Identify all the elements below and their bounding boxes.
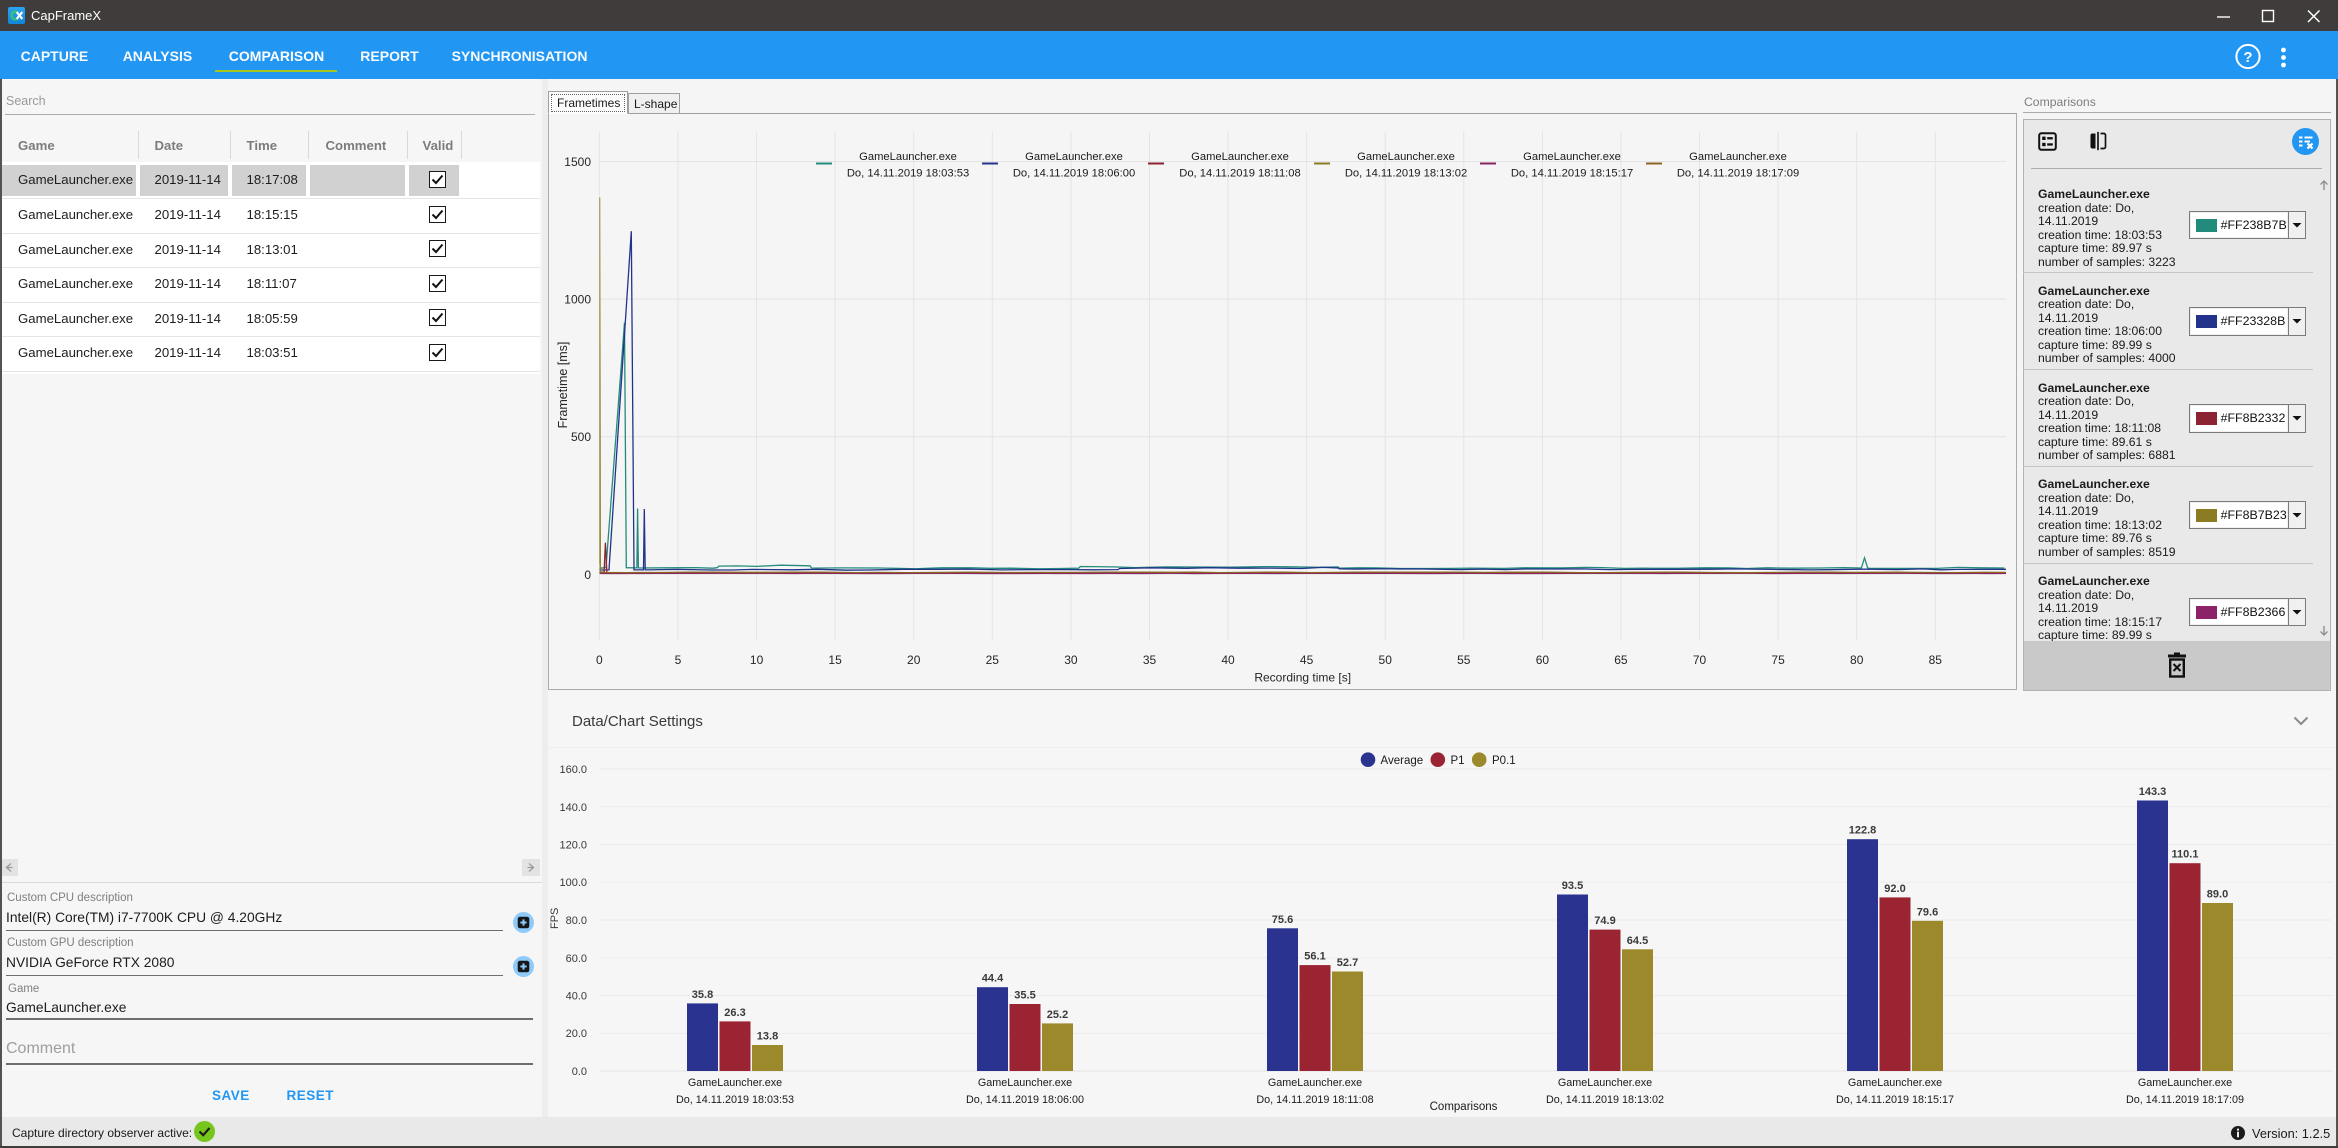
svg-text:79.6: 79.6 — [1917, 906, 1938, 918]
svg-text:70: 70 — [1693, 653, 1707, 667]
svg-text:122.8: 122.8 — [1849, 825, 1877, 837]
svg-text:P0.1: P0.1 — [1492, 755, 1516, 767]
svg-text:Do, 14.11.2019 18:15:17: Do, 14.11.2019 18:15:17 — [1836, 1094, 1954, 1106]
svg-text:Do, 14.11.2019 18:13:02: Do, 14.11.2019 18:13:02 — [1546, 1094, 1664, 1106]
svg-text:93.5: 93.5 — [1562, 880, 1583, 892]
svg-text:GameLauncher.exe: GameLauncher.exe — [1689, 151, 1787, 163]
svg-text:60: 60 — [1536, 653, 1550, 667]
svg-text:Do, 14.11.2019 18:15:17: Do, 14.11.2019 18:15:17 — [1511, 168, 1633, 180]
svg-text:25: 25 — [986, 653, 1000, 667]
svg-text:5: 5 — [675, 653, 682, 667]
svg-text:Recording time [s]: Recording time [s] — [1254, 671, 1351, 685]
svg-text:35.8: 35.8 — [692, 989, 713, 1001]
svg-text:15: 15 — [828, 653, 842, 667]
svg-text:110.1: 110.1 — [2172, 849, 2199, 861]
svg-text:64.5: 64.5 — [1627, 935, 1648, 947]
svg-text:80.0: 80.0 — [566, 915, 587, 927]
svg-text:92.0: 92.0 — [1884, 883, 1905, 895]
svg-text:10: 10 — [750, 653, 764, 667]
svg-text:75: 75 — [1771, 653, 1785, 667]
svg-text:Comparisons: Comparisons — [1430, 1101, 1498, 1113]
svg-text:GameLauncher.exe: GameLauncher.exe — [1523, 151, 1621, 163]
svg-text:140.0: 140.0 — [559, 802, 587, 814]
svg-text:56.1: 56.1 — [1304, 951, 1325, 963]
svg-text:P1: P1 — [1451, 755, 1465, 767]
svg-text:Do, 14.11.2019 18:13:02: Do, 14.11.2019 18:13:02 — [1345, 168, 1467, 180]
svg-text:40: 40 — [1221, 653, 1235, 667]
svg-text:100.0: 100.0 — [559, 877, 587, 889]
svg-text:GameLauncher.exe: GameLauncher.exe — [688, 1077, 782, 1089]
svg-text:Do, 14.11.2019 18:03:53: Do, 14.11.2019 18:03:53 — [847, 168, 969, 180]
svg-text:GameLauncher.exe: GameLauncher.exe — [1268, 1077, 1362, 1089]
svg-text:Do, 14.11.2019 18:11:08: Do, 14.11.2019 18:11:08 — [1256, 1094, 1373, 1106]
svg-text:GameLauncher.exe: GameLauncher.exe — [1357, 151, 1455, 163]
svg-text:55: 55 — [1457, 653, 1471, 667]
svg-text:GameLauncher.exe: GameLauncher.exe — [978, 1077, 1072, 1089]
svg-text:25.2: 25.2 — [1047, 1009, 1068, 1021]
svg-text:Average: Average — [1381, 755, 1424, 767]
svg-text:GameLauncher.exe: GameLauncher.exe — [1025, 151, 1123, 163]
svg-text:500: 500 — [571, 430, 591, 444]
svg-text:Do, 14.11.2019 18:17:09: Do, 14.11.2019 18:17:09 — [1677, 168, 1799, 180]
svg-text:35: 35 — [1143, 653, 1157, 667]
svg-text:30: 30 — [1064, 653, 1078, 667]
svg-text:60.0: 60.0 — [566, 953, 587, 965]
svg-text:74.9: 74.9 — [1594, 915, 1615, 927]
svg-text:Do, 14.11.2019 18:17:09: Do, 14.11.2019 18:17:09 — [2126, 1094, 2244, 1106]
svg-text:GameLauncher.exe: GameLauncher.exe — [859, 151, 957, 163]
svg-text:50: 50 — [1379, 653, 1393, 667]
svg-text:35.5: 35.5 — [1014, 990, 1035, 1002]
svg-text:26.3: 26.3 — [724, 1007, 745, 1019]
svg-text:44.4: 44.4 — [982, 973, 1004, 985]
svg-text:120.0: 120.0 — [559, 840, 587, 852]
svg-text:80: 80 — [1850, 653, 1864, 667]
svg-text:45: 45 — [1300, 653, 1314, 667]
svg-text:0.0: 0.0 — [572, 1066, 587, 1078]
svg-text:0: 0 — [584, 568, 591, 582]
svg-text:20: 20 — [907, 653, 921, 667]
svg-text:75.6: 75.6 — [1272, 914, 1293, 926]
svg-text:160.0: 160.0 — [559, 764, 587, 776]
svg-text:Do, 14.11.2019 18:03:53: Do, 14.11.2019 18:03:53 — [676, 1094, 794, 1106]
svg-text:89.0: 89.0 — [2207, 889, 2228, 901]
svg-text:40.0: 40.0 — [566, 991, 587, 1003]
svg-text:1500: 1500 — [564, 155, 591, 169]
svg-text:52.7: 52.7 — [1337, 957, 1358, 969]
svg-text:143.3: 143.3 — [2139, 786, 2167, 798]
svg-text:13.8: 13.8 — [757, 1031, 778, 1043]
svg-text:20.0: 20.0 — [566, 1028, 587, 1040]
svg-text:Do, 14.11.2019 18:06:00: Do, 14.11.2019 18:06:00 — [1013, 168, 1135, 180]
svg-text:GameLauncher.exe: GameLauncher.exe — [2138, 1077, 2232, 1089]
svg-text:Do, 14.11.2019 18:11:08: Do, 14.11.2019 18:11:08 — [1179, 168, 1301, 180]
svg-text:65: 65 — [1614, 653, 1628, 667]
svg-text:Frametime [ms]: Frametime [ms] — [556, 342, 570, 429]
svg-text:85: 85 — [1929, 653, 1943, 667]
svg-text:GameLauncher.exe: GameLauncher.exe — [1191, 151, 1289, 163]
svg-text:0: 0 — [596, 653, 603, 667]
svg-text:Do, 14.11.2019 18:06:00: Do, 14.11.2019 18:06:00 — [966, 1094, 1084, 1106]
svg-text:GameLauncher.exe: GameLauncher.exe — [1558, 1077, 1652, 1089]
svg-text:1000: 1000 — [564, 293, 591, 307]
svg-text:?: ? — [2243, 49, 2252, 66]
svg-text:GameLauncher.exe: GameLauncher.exe — [1848, 1077, 1942, 1089]
